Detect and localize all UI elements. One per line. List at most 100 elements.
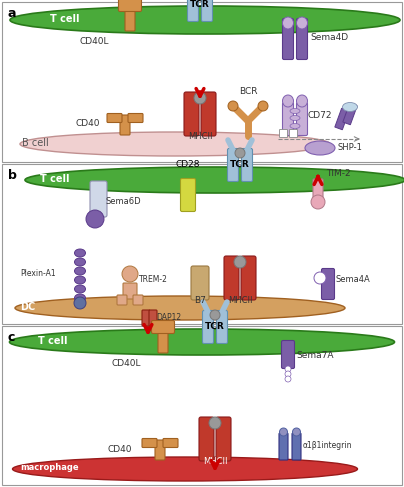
Circle shape: [194, 92, 206, 104]
FancyBboxPatch shape: [201, 92, 216, 136]
Ellipse shape: [343, 102, 358, 112]
FancyBboxPatch shape: [120, 115, 130, 135]
FancyBboxPatch shape: [133, 295, 143, 305]
Ellipse shape: [74, 249, 86, 257]
Text: c: c: [8, 331, 15, 344]
Circle shape: [285, 366, 291, 372]
Ellipse shape: [74, 285, 86, 293]
Text: DAP12: DAP12: [156, 314, 181, 322]
Ellipse shape: [15, 296, 345, 320]
Circle shape: [285, 371, 291, 377]
FancyBboxPatch shape: [322, 268, 335, 300]
Bar: [2, 164, 402, 324]
Circle shape: [86, 210, 104, 228]
FancyBboxPatch shape: [199, 417, 214, 461]
Ellipse shape: [13, 457, 358, 481]
Text: b: b: [8, 169, 17, 182]
Ellipse shape: [297, 95, 307, 107]
FancyBboxPatch shape: [313, 179, 323, 199]
Text: MHCII: MHCII: [188, 132, 212, 141]
Text: CD40L: CD40L: [112, 359, 141, 369]
FancyBboxPatch shape: [152, 320, 175, 334]
FancyBboxPatch shape: [280, 130, 288, 137]
FancyBboxPatch shape: [181, 179, 196, 211]
Text: MHCII: MHCII: [203, 457, 227, 466]
Circle shape: [122, 266, 138, 282]
FancyBboxPatch shape: [217, 311, 227, 343]
Text: B cell: B cell: [22, 138, 49, 148]
Circle shape: [314, 272, 326, 284]
Text: SHP-1: SHP-1: [338, 144, 363, 152]
Circle shape: [210, 310, 220, 320]
Ellipse shape: [290, 115, 300, 120]
FancyBboxPatch shape: [149, 310, 157, 326]
FancyBboxPatch shape: [125, 7, 135, 31]
Text: Sema6D: Sema6D: [105, 198, 141, 206]
FancyBboxPatch shape: [282, 340, 295, 369]
Ellipse shape: [282, 95, 293, 107]
Text: TCR: TCR: [205, 322, 225, 331]
Text: Sema7A: Sema7A: [296, 351, 333, 359]
Circle shape: [228, 101, 238, 111]
Text: TCR: TCR: [230, 160, 250, 169]
Text: CD40: CD40: [75, 119, 99, 129]
Text: Sema4D: Sema4D: [310, 34, 348, 42]
Ellipse shape: [20, 132, 330, 156]
Ellipse shape: [290, 109, 300, 113]
FancyBboxPatch shape: [142, 438, 157, 448]
FancyBboxPatch shape: [282, 19, 293, 59]
Text: T cell: T cell: [40, 174, 69, 184]
FancyBboxPatch shape: [118, 0, 141, 12]
Ellipse shape: [74, 294, 86, 302]
Text: TCR: TCR: [190, 0, 210, 9]
FancyBboxPatch shape: [202, 311, 213, 343]
Ellipse shape: [290, 124, 300, 129]
Bar: [2, 326, 402, 485]
Text: CD28: CD28: [176, 160, 200, 169]
FancyBboxPatch shape: [202, 0, 213, 21]
Circle shape: [285, 376, 291, 382]
Ellipse shape: [25, 167, 404, 193]
Ellipse shape: [305, 141, 335, 155]
Circle shape: [235, 148, 245, 158]
FancyBboxPatch shape: [282, 102, 293, 135]
Ellipse shape: [74, 276, 86, 284]
FancyBboxPatch shape: [216, 417, 231, 461]
Circle shape: [209, 417, 221, 429]
FancyBboxPatch shape: [191, 266, 209, 300]
Text: macrophage: macrophage: [20, 464, 79, 472]
Ellipse shape: [74, 258, 86, 266]
FancyBboxPatch shape: [297, 19, 307, 59]
FancyBboxPatch shape: [128, 113, 143, 123]
Ellipse shape: [10, 329, 394, 355]
Circle shape: [234, 256, 246, 268]
FancyBboxPatch shape: [227, 149, 238, 182]
FancyBboxPatch shape: [279, 433, 288, 460]
Text: B7: B7: [194, 296, 206, 305]
FancyBboxPatch shape: [241, 256, 256, 300]
Circle shape: [258, 101, 268, 111]
Text: T cell: T cell: [38, 336, 67, 346]
FancyBboxPatch shape: [117, 295, 127, 305]
FancyBboxPatch shape: [292, 433, 301, 460]
Text: DC: DC: [20, 302, 35, 312]
Circle shape: [292, 428, 301, 436]
FancyBboxPatch shape: [155, 440, 165, 460]
Polygon shape: [343, 103, 357, 125]
Text: Plexin-A1: Plexin-A1: [20, 268, 56, 278]
Polygon shape: [335, 108, 349, 130]
Text: T cell: T cell: [50, 14, 80, 24]
Ellipse shape: [74, 267, 86, 275]
Text: CD40: CD40: [108, 445, 133, 453]
FancyBboxPatch shape: [90, 181, 107, 217]
Text: CD72: CD72: [308, 112, 332, 120]
Text: Sema4A: Sema4A: [336, 276, 371, 284]
Ellipse shape: [282, 17, 293, 29]
FancyBboxPatch shape: [224, 256, 239, 300]
Ellipse shape: [297, 17, 307, 29]
FancyBboxPatch shape: [123, 283, 137, 299]
FancyBboxPatch shape: [163, 438, 178, 448]
FancyBboxPatch shape: [297, 102, 307, 135]
Text: a: a: [8, 7, 17, 20]
Text: TREM-2: TREM-2: [139, 276, 168, 284]
